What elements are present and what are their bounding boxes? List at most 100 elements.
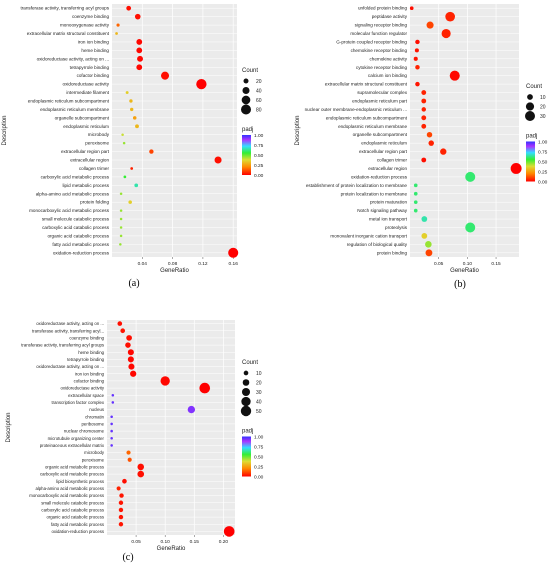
data-point xyxy=(130,167,134,170)
category-label: peptidase activity xyxy=(372,14,408,19)
x-tick-label: 0.05 xyxy=(434,261,444,267)
data-point xyxy=(126,5,132,11)
data-point xyxy=(123,175,127,179)
category-label: coenzyme binding xyxy=(72,14,109,19)
category-label: oxidation-reduction process xyxy=(53,250,110,255)
data-point xyxy=(228,247,239,258)
size-legend-label: 30 xyxy=(540,114,546,120)
color-legend-label: 0.00 xyxy=(538,180,548,186)
x-tick-label: 0.15 xyxy=(491,261,501,267)
category-label: chemokine receptor binding xyxy=(351,48,408,53)
category-label: extracellular matrix structural constitu… xyxy=(325,82,408,87)
data-point xyxy=(413,200,418,205)
x-tick-label: 0.16 xyxy=(229,261,239,267)
x-tick-label: 0.10 xyxy=(161,539,171,545)
category-label: transferase activity, transferring acyl … xyxy=(21,343,104,348)
size-legend-label: 80 xyxy=(256,108,262,114)
category-label: tetrapyrrole binding xyxy=(67,357,104,362)
chart-panel-1: unfolded protein binding peptidase activi… xyxy=(295,4,548,290)
category-label: endoplasmic reticulum part xyxy=(352,98,408,103)
color-legend-label: 0.75 xyxy=(254,143,264,149)
data-point xyxy=(110,436,113,440)
data-point xyxy=(119,209,123,212)
category-label: oxidoreductase activity xyxy=(61,386,105,391)
category-label: extracellular region part xyxy=(359,149,408,154)
size-legend-label: 20 xyxy=(540,105,546,111)
category-label: carboxylic acid catabolic process xyxy=(41,507,104,512)
color-legend-label: 0.25 xyxy=(538,170,548,176)
category-label: fatty acid metabolic process xyxy=(52,242,109,247)
data-point xyxy=(441,28,451,39)
plot-background xyxy=(410,4,519,257)
color-legend-label: 0.25 xyxy=(254,163,264,169)
data-point xyxy=(425,249,433,257)
category-label: nucleus xyxy=(89,407,104,412)
category-label: protein folding xyxy=(80,200,109,205)
size-legend-label: 50 xyxy=(256,409,262,415)
category-label: proteinaceous extracellular matrix xyxy=(40,443,105,448)
category-label: molecular function regulator xyxy=(350,31,407,36)
data-point xyxy=(135,124,139,129)
category-label: lipid metabolic process xyxy=(63,183,110,188)
color-legend-label: 1.00 xyxy=(254,133,264,139)
data-point xyxy=(119,192,123,195)
data-point xyxy=(110,444,113,447)
size-legend-title: Count xyxy=(526,84,542,90)
data-point xyxy=(121,133,124,136)
category-label: transferase activity, transferring acyl … xyxy=(20,6,109,11)
size-legend-label: 10 xyxy=(540,95,546,101)
category-label: cofactor binding xyxy=(77,73,110,78)
category-label: endoplasmic reticulum subcompartment xyxy=(28,98,110,103)
category-label: extracellular region part xyxy=(61,149,110,154)
x-tick-label: 0.05 xyxy=(131,539,141,545)
data-point xyxy=(413,183,418,188)
data-point xyxy=(134,13,141,20)
data-point xyxy=(421,216,428,222)
category-label: microbody xyxy=(88,132,110,137)
data-point xyxy=(119,217,123,221)
size-legend-label: 60 xyxy=(256,98,262,104)
data-point xyxy=(116,23,120,27)
data-point xyxy=(126,450,131,455)
data-point xyxy=(415,39,420,45)
data-point xyxy=(117,321,123,326)
size-legend-label: 40 xyxy=(256,89,262,95)
category-label: intermediate filament xyxy=(66,90,109,95)
data-point xyxy=(115,32,118,35)
category-label: coenzyme binding xyxy=(69,335,104,340)
category-label: oxidoreductase activity, acting on ... xyxy=(36,364,104,369)
size-legend-dot xyxy=(241,387,251,397)
category-label: collagen trimer xyxy=(79,166,110,171)
category-label: endoplasmic reticulum membrane xyxy=(338,124,407,129)
category-label: protein localization to membrane xyxy=(341,191,408,196)
plot-background xyxy=(112,4,237,257)
x-tick-label: 0.15 xyxy=(190,539,200,545)
data-point xyxy=(118,522,124,527)
data-point xyxy=(118,514,124,520)
category-label: transferase activity, transferring acyl.… xyxy=(32,328,104,333)
category-label: extracellular matrix structural constitu… xyxy=(27,31,110,36)
color-legend-label: 0.75 xyxy=(538,150,548,156)
color-legend-label: 1.00 xyxy=(254,435,264,441)
category-label: endoplasmic reticulum membrane xyxy=(40,107,109,112)
data-point xyxy=(199,382,211,394)
data-point xyxy=(414,48,419,53)
data-point xyxy=(136,39,143,45)
data-point xyxy=(137,463,145,471)
x-axis-title: GeneRatio xyxy=(450,268,479,274)
data-point xyxy=(134,183,139,188)
category-label: collagen trimer xyxy=(377,158,408,163)
data-point xyxy=(196,78,207,90)
category-label: transcription factor complex xyxy=(51,400,104,405)
x-axis-title: GeneRatio xyxy=(157,546,186,552)
data-point xyxy=(110,429,113,433)
category-label: carboxylic acid metabolic process xyxy=(40,472,104,477)
data-point xyxy=(214,156,222,164)
data-point xyxy=(413,56,418,61)
category-label: Notch signaling pathway xyxy=(357,208,407,213)
data-point xyxy=(426,21,434,29)
data-point xyxy=(125,342,131,348)
data-point xyxy=(440,148,447,155)
data-point xyxy=(119,493,124,498)
